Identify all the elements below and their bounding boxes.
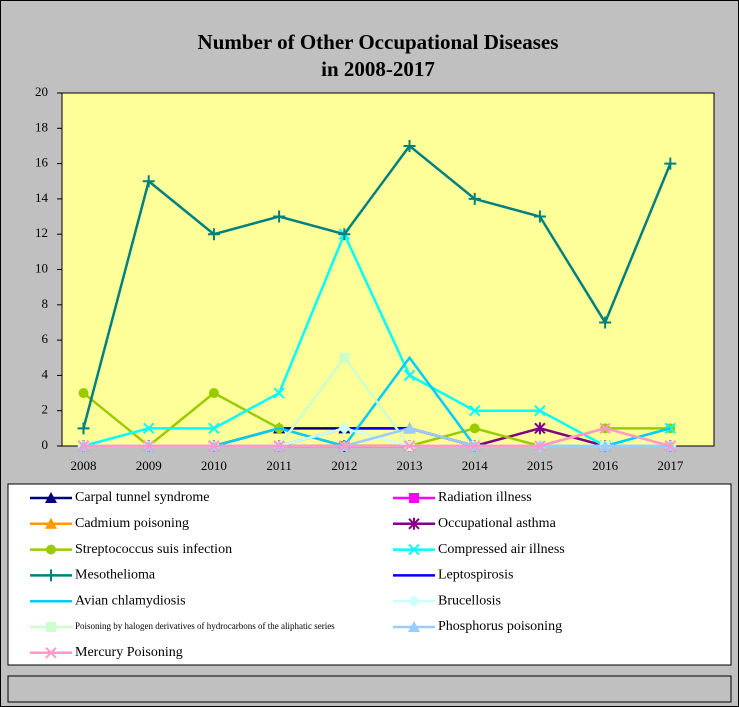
data-point	[469, 423, 480, 434]
data-point	[534, 422, 546, 435]
legend-marker	[408, 621, 420, 632]
legend-marker	[409, 493, 419, 503]
y-tick-label: 6	[42, 331, 49, 346]
data-point	[469, 440, 481, 452]
legend-label: Mercury Poisoning	[75, 645, 183, 660]
chart-title: Number of Other Occupational Diseases	[198, 30, 559, 54]
data-point	[208, 440, 220, 452]
legend-label: Avian chlamydiosis	[75, 593, 186, 608]
legend-label: Cadmium poisoning	[75, 516, 189, 531]
data-point	[338, 422, 351, 435]
y-tick-label: 0	[42, 437, 49, 452]
x-tick-label: 2009	[136, 458, 162, 473]
y-tick-label: 10	[35, 260, 48, 275]
x-tick-label: 2011	[266, 458, 292, 473]
legend-label: Compressed air illness	[438, 542, 565, 557]
legend-label: Poisoning by halogen derivatives of hydr…	[75, 621, 335, 631]
y-tick-label: 18	[35, 119, 48, 134]
data-point	[599, 440, 612, 451]
legend-marker	[408, 595, 420, 608]
data-point	[403, 440, 416, 452]
series-line	[83, 427, 671, 448]
y-tick-label: 4	[42, 366, 49, 381]
y-tick-label: 2	[42, 402, 49, 417]
plot-area	[61, 92, 715, 447]
data-point	[339, 352, 350, 363]
y-tick-label: 8	[42, 296, 49, 311]
data-point	[207, 228, 220, 241]
legend-marker	[45, 647, 57, 659]
legend-marker	[45, 517, 57, 529]
y-tick-label: 14	[35, 190, 49, 205]
data-point	[403, 369, 416, 382]
legend	[7, 483, 732, 666]
data-point	[77, 422, 90, 435]
legend-label: Occupational asthma	[438, 516, 557, 531]
x-tick-label: 2010	[201, 458, 227, 473]
data-point	[534, 440, 546, 452]
data-point	[338, 228, 351, 241]
x-tick-label: 2013	[397, 458, 423, 473]
x-tick-label: 2017	[657, 458, 684, 473]
legend-marker	[45, 492, 57, 503]
chart-title: in 2008-2017	[321, 57, 435, 81]
legend-marker	[408, 543, 420, 556]
x-tick-label: 2015	[527, 458, 553, 473]
data-point	[469, 404, 481, 417]
x-tick-label: 2014	[462, 458, 489, 473]
data-point	[468, 192, 481, 205]
legend-marker	[45, 569, 57, 582]
footer-box	[7, 675, 732, 703]
data-point	[143, 440, 155, 452]
data-point	[273, 440, 285, 452]
data-point	[273, 387, 285, 399]
legend-label: Leptospirosis	[438, 568, 513, 583]
legend-label: Brucellosis	[438, 593, 501, 608]
legend-label: Streptococcus suis infection	[75, 542, 232, 557]
data-point	[664, 157, 677, 170]
data-point	[664, 440, 677, 452]
x-tick-label: 2008	[71, 458, 97, 473]
x-tick-label: 2012	[331, 458, 357, 473]
data-point	[599, 422, 611, 435]
data-point	[599, 316, 612, 329]
data-point	[403, 139, 416, 152]
data-point	[143, 422, 155, 435]
y-tick-label: 20	[35, 84, 48, 99]
data-point	[533, 210, 546, 223]
legend-label: Mesothelioma	[75, 568, 156, 583]
legend-marker	[46, 544, 56, 555]
data-point	[534, 404, 546, 417]
legend-label: Phosphorus poisoning	[438, 619, 562, 634]
legend-marker	[408, 517, 420, 530]
legend-label: Radiation illness	[438, 490, 532, 505]
data-point	[78, 388, 89, 399]
series-line	[82, 144, 672, 429]
y-tick-label: 12	[35, 225, 48, 240]
y-tick-label: 16	[35, 155, 49, 170]
legend-marker	[46, 622, 56, 632]
data-point	[208, 388, 219, 399]
x-tick-label: 2016	[592, 458, 619, 473]
data-point	[403, 422, 416, 434]
series-line	[83, 231, 671, 448]
legend-label: Carpal tunnel syndrome	[75, 490, 210, 505]
data-point	[273, 210, 286, 223]
data-point	[77, 440, 90, 452]
data-point	[338, 440, 351, 452]
data-point	[142, 175, 155, 188]
data-point	[208, 422, 220, 435]
